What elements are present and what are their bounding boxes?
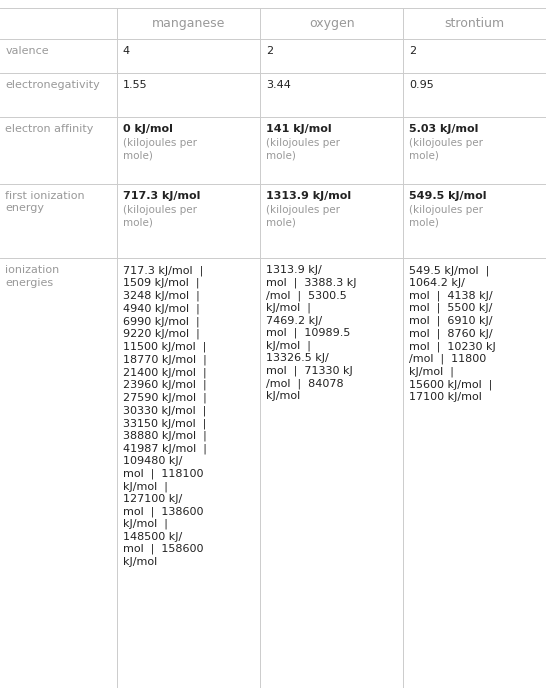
Text: (kilojoules per
mole): (kilojoules per mole) [123,206,197,228]
Text: 549.5 kJ/mol: 549.5 kJ/mol [409,191,486,201]
Text: 717.3 kJ/mol: 717.3 kJ/mol [123,191,200,201]
Text: (kilojoules per
mole): (kilojoules per mole) [409,206,483,228]
Text: 2: 2 [266,46,273,56]
Text: 2: 2 [409,46,416,56]
Text: first ionization
energy: first ionization energy [5,191,85,213]
Text: 5.03 kJ/mol: 5.03 kJ/mol [409,124,478,134]
Text: 1313.9 kJ/
mol  |  3388.3 kJ
/mol  |  5300.5
kJ/mol  |
7469.2 kJ/
mol  |  10989.: 1313.9 kJ/ mol | 3388.3 kJ /mol | 5300.5… [266,265,357,401]
Text: manganese: manganese [152,17,225,30]
Text: (kilojoules per
mole): (kilojoules per mole) [409,138,483,161]
Text: (kilojoules per
mole): (kilojoules per mole) [266,206,340,228]
Text: 1313.9 kJ/mol: 1313.9 kJ/mol [266,191,351,201]
Text: 0 kJ/mol: 0 kJ/mol [123,124,173,134]
Text: 0.95: 0.95 [409,80,434,90]
Text: 4: 4 [123,46,130,56]
Text: 1.55: 1.55 [123,80,147,90]
Text: strontium: strontium [444,17,505,30]
Text: electron affinity: electron affinity [5,124,94,134]
Text: 3.44: 3.44 [266,80,291,90]
Text: (kilojoules per
mole): (kilojoules per mole) [123,138,197,161]
Text: 717.3 kJ/mol  |
1509 kJ/mol  |
3248 kJ/mol  |
4940 kJ/mol  |
6990 kJ/mol  |
9220: 717.3 kJ/mol | 1509 kJ/mol | 3248 kJ/mol… [123,265,207,567]
Text: 549.5 kJ/mol  |
1064.2 kJ/
mol  |  4138 kJ/
mol  |  5500 kJ/
mol  |  6910 kJ/
mo: 549.5 kJ/mol | 1064.2 kJ/ mol | 4138 kJ/… [409,265,496,402]
Text: (kilojoules per
mole): (kilojoules per mole) [266,138,340,161]
Text: 141 kJ/mol: 141 kJ/mol [266,124,331,134]
Text: electronegativity: electronegativity [5,80,100,90]
Text: valence: valence [5,46,49,56]
Text: ionization
energies: ionization energies [5,265,60,288]
Text: oxygen: oxygen [309,17,355,30]
